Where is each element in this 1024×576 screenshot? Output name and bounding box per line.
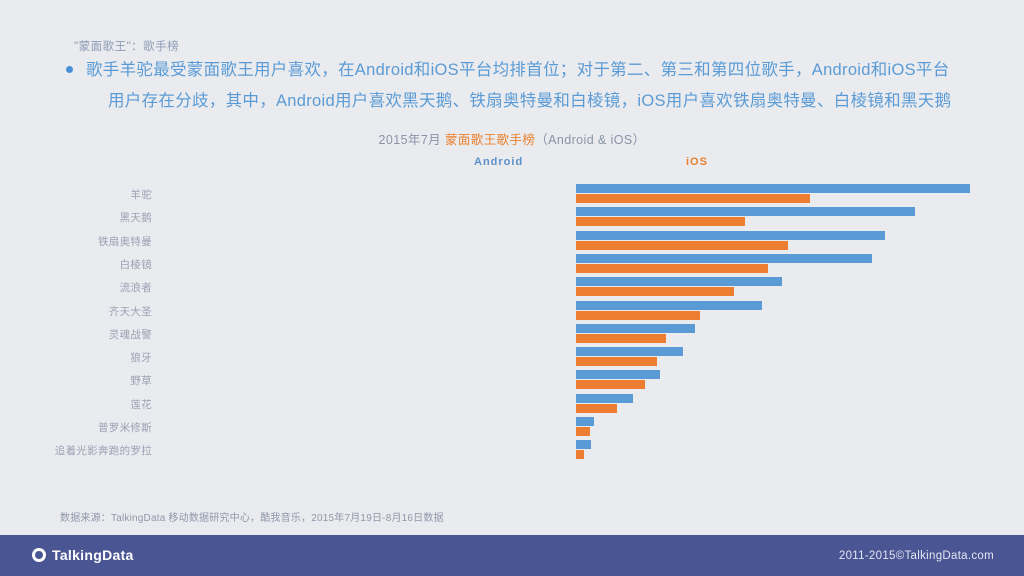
chart-row: 齐天大圣 bbox=[0, 300, 1024, 323]
category-label: 狼牙 bbox=[130, 352, 152, 365]
chart-row: 狼牙 bbox=[0, 346, 1024, 369]
category-label: 野草 bbox=[130, 375, 152, 388]
bar-android bbox=[576, 253, 872, 263]
slide-kicker: "蒙面歌王"：歌手榜 bbox=[74, 41, 180, 53]
chart-row: 追着光影奔跑的罗拉 bbox=[0, 439, 1024, 462]
category-label: 莲花 bbox=[130, 398, 152, 411]
bar-ios bbox=[576, 240, 788, 250]
bar-android bbox=[576, 417, 594, 426]
bar-ios bbox=[576, 380, 645, 390]
chart-legend: Android iOS bbox=[0, 156, 1024, 172]
bar-ios bbox=[576, 217, 745, 227]
bar-chart-plot: 羊驼黑天鹅铁扇奥特曼白棱镜流浪者齐天大圣灵魂战警狼牙野草莲花普罗米修斯追着光影奔… bbox=[0, 183, 1024, 463]
chart-row: 野草 bbox=[0, 369, 1024, 392]
chart-title-highlight: 蒙面歌王歌手榜 bbox=[444, 133, 536, 147]
bar-android bbox=[576, 370, 660, 380]
category-label: 齐天大圣 bbox=[108, 305, 152, 318]
copyright-text: 2011-2015©TalkingData.com bbox=[838, 550, 994, 562]
category-label: 羊驼 bbox=[130, 189, 152, 201]
headline-lines: 歌手羊驼最受蒙面歌王用户喜欢，在Android和iOS平台均排首位；对于第二、第… bbox=[86, 55, 990, 117]
bar-ios bbox=[576, 333, 666, 343]
chart-row: 普罗米修斯 bbox=[0, 416, 1024, 439]
bar-ios bbox=[576, 357, 657, 367]
bar-ios bbox=[576, 403, 617, 413]
brand-logo: TalkingData bbox=[32, 547, 134, 563]
chart-row: 流浪者 bbox=[0, 276, 1024, 299]
category-label: 追着光影奔跑的罗拉 bbox=[54, 445, 152, 458]
bar-ios bbox=[576, 427, 590, 436]
headline-block: 歌手羊驼最受蒙面歌王用户喜欢，在Android和iOS平台均排首位；对于第二、第… bbox=[60, 55, 990, 117]
category-label: 流浪者 bbox=[119, 282, 152, 295]
chart-title: 2015年7月 蒙面歌王歌手榜（Android & iOS） bbox=[0, 129, 1024, 148]
bar-android bbox=[576, 347, 683, 357]
globe-icon bbox=[32, 548, 46, 562]
headline-line-1: 歌手羊驼最受蒙面歌王用户喜欢，在Android和iOS平台均排首位；对于第二、第… bbox=[86, 61, 950, 79]
bar-ios bbox=[576, 310, 700, 320]
legend-item-ios: iOS bbox=[686, 156, 708, 168]
headline-line-2: 用户存在分歧，其中，Android用户喜欢黑天鹅、铁扇奥特曼和白棱镜，iOS用户… bbox=[108, 92, 952, 110]
bar-android bbox=[576, 323, 695, 333]
chart-row: 羊驼 bbox=[0, 183, 1024, 206]
bar-android bbox=[576, 207, 915, 217]
bar-android bbox=[576, 300, 762, 310]
bar-android bbox=[576, 440, 591, 450]
category-label: 铁扇奥特曼 bbox=[98, 235, 152, 248]
bar-ios bbox=[576, 287, 734, 297]
category-label: 普罗米修斯 bbox=[98, 422, 152, 434]
chart-title-suffix: （Android & iOS） bbox=[535, 133, 646, 147]
bar-android bbox=[576, 277, 782, 287]
chart-row: 灵魂战警 bbox=[0, 323, 1024, 346]
legend-item-android: Android bbox=[474, 156, 524, 168]
category-label: 灵魂战警 bbox=[108, 328, 152, 341]
bar-android bbox=[576, 393, 633, 403]
chart-row: 黑天鹅 bbox=[0, 206, 1024, 229]
chart-row: 莲花 bbox=[0, 393, 1024, 416]
chart-row: 铁扇奥特曼 bbox=[0, 230, 1024, 253]
chart-row: 白棱镜 bbox=[0, 253, 1024, 276]
bar-ios bbox=[576, 450, 584, 460]
bar-android bbox=[576, 230, 885, 240]
bar-ios bbox=[576, 194, 810, 203]
category-label: 黑天鹅 bbox=[119, 212, 152, 225]
category-label: 白棱镜 bbox=[119, 258, 152, 271]
chart-title-prefix: 2015年7月 bbox=[378, 133, 445, 147]
bullet-icon bbox=[66, 66, 73, 73]
bar-android bbox=[576, 184, 970, 193]
source-note: 数据来源：TalkingData 移动数据研究中心，酷我音乐，2015年7月19… bbox=[60, 513, 444, 524]
slide-footer: TalkingData 2011-2015©TalkingData.com bbox=[0, 535, 1024, 576]
bar-ios bbox=[576, 263, 768, 273]
brand-name: TalkingData bbox=[52, 547, 134, 563]
